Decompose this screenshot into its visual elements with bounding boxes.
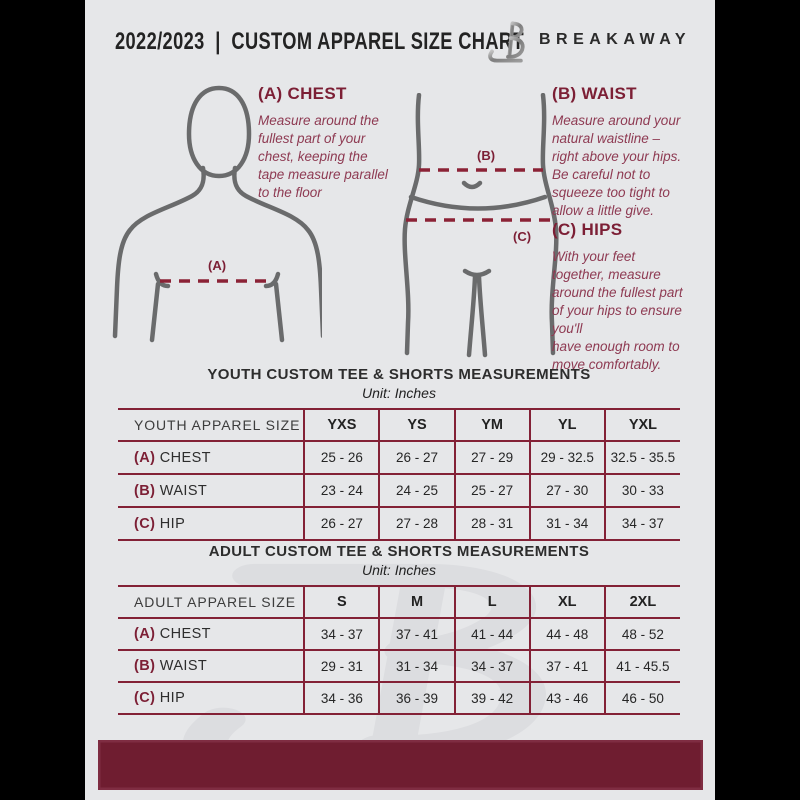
cell: 32.5 - 35.5	[603, 441, 680, 474]
row-label: CHEST	[155, 449, 211, 466]
brand-block: BREAKAWAY	[486, 16, 691, 64]
waist-guide-text: Measure around your natural waistline – …	[552, 113, 682, 219]
size-col: YXS	[303, 409, 380, 441]
table-header-row: ADULT APPAREL SIZE S M L XL 2XL	[118, 586, 680, 618]
page-title: 2022/2023 | CUSTOM APPAREL SIZE CHART	[115, 28, 524, 56]
cell: 34 - 37	[603, 507, 680, 540]
footer-bar	[98, 740, 703, 790]
size-col: YXL	[603, 409, 680, 441]
youth-table-title: YOUTH CUSTOM TEE & SHORTS MEASUREMENTS	[207, 366, 591, 383]
adult-size-col-label: ADULT APPAREL SIZE	[134, 594, 296, 610]
hips-guide-title: (C) HIPS	[552, 220, 623, 239]
youth-unit-label: Unit: Inches	[362, 385, 436, 401]
page-title-text: CUSTOM APPAREL SIZE CHART	[231, 28, 524, 55]
cell: 46 - 50	[603, 682, 680, 714]
table-row: (C) HIP 34 - 36 36 - 39 39 - 42 43 - 46 …	[118, 682, 680, 714]
cell: 43 - 46	[528, 682, 605, 714]
torso-diagram: (A)	[112, 85, 322, 343]
cell: 34 - 37	[303, 618, 380, 650]
size-col: YL	[528, 409, 605, 441]
cell: 31 - 34	[528, 507, 605, 540]
season-label: 2022/2023	[115, 28, 205, 55]
hip-marker-label: (C)	[513, 229, 531, 244]
table-row: (B) WAIST 29 - 31 31 - 34 34 - 37 37 - 4…	[118, 650, 680, 682]
cell: 29 - 32.5	[528, 441, 605, 474]
cell: 25 - 26	[303, 441, 380, 474]
row-label: CHEST	[155, 626, 211, 642]
cell: 34 - 36	[303, 682, 380, 714]
cell: 37 - 41	[528, 650, 605, 682]
row-marker: (A)	[134, 626, 156, 642]
cell: 27 - 29	[453, 441, 530, 474]
table-header-row: YOUTH APPAREL SIZE YXS YS YM YL YXL	[118, 409, 680, 441]
row-marker: (C)	[134, 515, 156, 532]
adult-unit-label: Unit: Inches	[362, 562, 436, 578]
waist-marker-label: (B)	[477, 148, 495, 163]
cell: 34 - 37	[453, 650, 530, 682]
cell: 29 - 31	[303, 650, 380, 682]
row-label: HIP	[155, 515, 186, 532]
cell: 28 - 31	[453, 507, 530, 540]
chest-guide-text: Measure around the fullest part of your …	[258, 113, 388, 201]
cell: 26 - 27	[303, 507, 380, 540]
cell: 30 - 33	[603, 474, 680, 507]
hips-guide-text: With your feet together, measure around …	[552, 249, 683, 373]
waist-guide-title: (B) WAIST	[552, 84, 637, 103]
title-separator: |	[215, 28, 221, 55]
adult-table-title: ADULT CUSTOM TEE & SHORTS MEASUREMENTS	[208, 543, 590, 560]
table-row: (B) WAIST 23 - 24 24 - 25 25 - 27 27 - 3…	[118, 474, 680, 507]
cell: 25 - 27	[453, 474, 530, 507]
chest-guide: (A) CHEST Measure around the fullest par…	[258, 84, 398, 202]
row-label: WAIST	[155, 482, 208, 499]
size-col: M	[378, 586, 455, 618]
adult-size-table: ADULT APPAREL SIZE S M L XL 2XL (A) CHES…	[118, 585, 680, 715]
cell: 24 - 25	[378, 474, 455, 507]
youth-size-table: YOUTH APPAREL SIZE YXS YS YM YL YXL (A) …	[118, 408, 680, 541]
hips-guide: (C) HIPS With your feet together, measur…	[552, 220, 708, 375]
table-row: (A) CHEST 34 - 37 37 - 41 41 - 44 44 - 4…	[118, 618, 680, 650]
cell: 48 - 52	[603, 618, 680, 650]
adult-size-section: ADULT CUSTOM TEE & SHORTS MEASUREMENTS U…	[118, 543, 680, 715]
size-col: YS	[378, 409, 455, 441]
cell: 39 - 42	[453, 682, 530, 714]
hips-diagram: (B) (C)	[402, 93, 559, 358]
size-col: XL	[528, 586, 605, 618]
size-col: YM	[453, 409, 530, 441]
cell: 23 - 24	[303, 474, 380, 507]
table-row: (A) CHEST 25 - 26 26 - 27 27 - 29 29 - 3…	[118, 441, 680, 474]
youth-size-section: YOUTH CUSTOM TEE & SHORTS MEASUREMENTS U…	[118, 366, 680, 541]
cell: 41 - 45.5	[603, 650, 680, 682]
table-row: (C) HIP 26 - 27 27 - 28 28 - 31 31 - 34 …	[118, 507, 680, 540]
size-col: S	[303, 586, 380, 618]
cell: 27 - 28	[378, 507, 455, 540]
waist-guide: (B) WAIST Measure around your natural wa…	[552, 84, 694, 220]
row-marker: (A)	[134, 449, 156, 466]
size-col: 2XL	[603, 586, 680, 618]
cell: 41 - 44	[453, 618, 530, 650]
cell: 26 - 27	[378, 441, 455, 474]
cell: 44 - 48	[528, 618, 605, 650]
cell: 27 - 30	[528, 474, 605, 507]
row-label: WAIST	[155, 658, 208, 674]
row-marker: (B)	[134, 658, 156, 674]
cell: 36 - 39	[378, 682, 455, 714]
chest-guide-title: (A) CHEST	[258, 84, 347, 103]
row-marker: (C)	[134, 690, 156, 706]
brand-name: BREAKAWAY	[538, 31, 691, 48]
size-col: L	[453, 586, 530, 618]
chest-marker-label: (A)	[208, 258, 226, 273]
size-chart-page: 2022/2023 | CUSTOM APPAREL SIZE CHART	[85, 0, 715, 800]
youth-size-col-label: YOUTH APPAREL SIZE	[134, 417, 301, 433]
cell: 31 - 34	[378, 650, 455, 682]
breakaway-logo-icon	[488, 21, 525, 63]
cell: 37 - 41	[378, 618, 455, 650]
row-label: HIP	[155, 690, 186, 706]
row-marker: (B)	[134, 482, 156, 499]
